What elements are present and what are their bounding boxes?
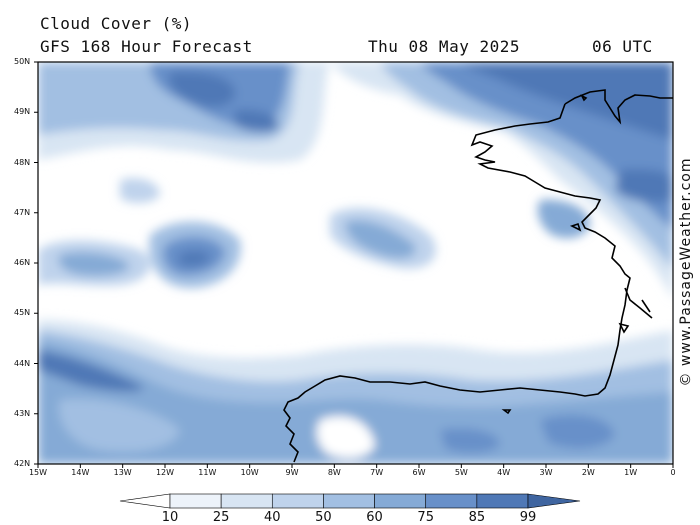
- colorbar-label: 99: [519, 510, 537, 525]
- colorbar-bin: [271, 493, 324, 509]
- colorbar-bin: [169, 493, 222, 509]
- lon-label: 10W: [240, 468, 259, 477]
- colorbar-label: 10: [161, 510, 179, 525]
- lat-label: 43N: [14, 408, 31, 418]
- lat-label: 42N: [14, 459, 31, 468]
- lon-label: 1W: [624, 468, 638, 477]
- lat-label: 50N: [14, 57, 31, 66]
- colorbar-min-arrow: [119, 493, 171, 509]
- lat-label: 44N: [14, 358, 31, 368]
- lon-label: 4W: [497, 468, 511, 477]
- colorbar-label: 85: [468, 510, 486, 525]
- colorbar-label: 75: [417, 510, 434, 525]
- lon-label: 2W: [581, 468, 595, 477]
- lat-label: 46N: [14, 258, 31, 267]
- lon-label: 13W: [113, 468, 132, 477]
- lon-label: 9W: [285, 468, 299, 477]
- colorbar-bin: [425, 493, 478, 509]
- colorbar-bin: [374, 493, 427, 509]
- colorbar-label: 40: [264, 510, 281, 525]
- forecast-subtitle: GFS 168 Hour Forecast: [40, 37, 253, 56]
- lon-label: 3W: [539, 468, 553, 477]
- lon-label: 11W: [198, 468, 217, 477]
- credit-text: © www.PassageWeather.com: [678, 157, 694, 387]
- lat-label: 45N: [14, 308, 31, 318]
- colorbar: [119, 493, 581, 509]
- lon-label: 6W: [412, 468, 426, 477]
- colorbar-label: 60: [366, 510, 383, 525]
- axis-ticks: [34, 61, 674, 468]
- lon-label: 14W: [71, 468, 90, 477]
- chart-title: Cloud Cover (%): [40, 14, 192, 33]
- lat-label: 47N: [14, 207, 31, 217]
- forecast-date: Thu 08 May 2025: [368, 37, 520, 56]
- forecast-time: 06 UTC: [592, 37, 653, 56]
- lon-label: 8W: [327, 468, 341, 477]
- lat-label: 49N: [14, 107, 31, 117]
- colorbar-max-arrow: [527, 493, 581, 509]
- colorbar-bin: [220, 493, 273, 509]
- lon-label: 15W: [28, 468, 48, 477]
- coastline: [283, 89, 673, 463]
- colorbar-label: 50: [315, 510, 332, 525]
- colorbar-bin: [476, 493, 529, 509]
- lon-label: 7W: [370, 468, 384, 477]
- lon-label: 5W: [454, 468, 468, 477]
- colorbar-label: 25: [212, 510, 230, 525]
- lon-label: 12W: [155, 468, 175, 477]
- lat-label: 48N: [14, 157, 31, 167]
- cloud-field: [38, 62, 673, 464]
- colorbar-bin: [323, 493, 375, 509]
- lon-label: 0: [670, 468, 676, 477]
